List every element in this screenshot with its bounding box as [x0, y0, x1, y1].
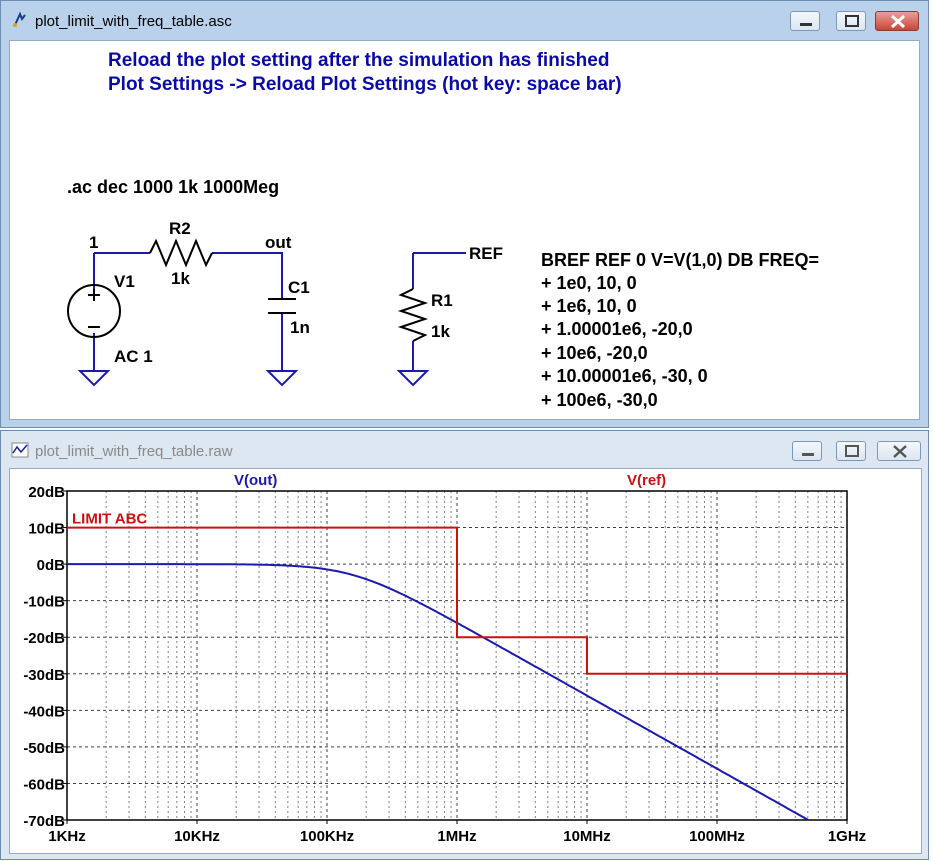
ac-directive[interactable]: .ac dec 1000 1k 1000Meg [67, 177, 279, 197]
c1-capacitor[interactable] [268, 298, 296, 314]
bref-line: + 1e6, 10, 0 [541, 296, 637, 316]
y-tick-label: -40dB [23, 703, 65, 720]
node-label-out: out [265, 233, 292, 252]
maximize-icon [845, 445, 859, 457]
node-label-1: 1 [89, 233, 98, 252]
c1-value: 1n [290, 318, 310, 337]
minimize-icon [800, 23, 812, 26]
y-tick-label: 10dB [28, 521, 65, 538]
schematic-window-title: plot_limit_with_freq_table.asc [35, 13, 232, 30]
close-button[interactable] [877, 441, 921, 461]
ltspice-app-icon [13, 11, 26, 27]
waveform-app-icon [11, 442, 29, 458]
trace-label-vref[interactable]: V(ref) [627, 472, 666, 489]
close-icon [890, 14, 906, 29]
r2-resistor[interactable] [149, 238, 213, 268]
bref-line: + 1e0, 10, 0 [541, 273, 637, 293]
ground-icon [396, 370, 430, 387]
v1-source[interactable] [67, 284, 121, 338]
y-tick-label: 0dB [37, 557, 66, 574]
x-tick-label: 100MHz [689, 828, 745, 845]
maximize-button[interactable] [836, 11, 866, 31]
plot-chart[interactable]: 20dB 10dB 0dB -10dB -20dB -30dB -40dB -50dB -60d… [10, 469, 921, 853]
minimize-button[interactable] [792, 441, 822, 461]
note-line-2: Plot Settings -> Reload Plot Settings (h… [108, 74, 622, 95]
x-tick-label: 100KHz [300, 828, 354, 845]
plot-pane[interactable]: 20dB 10dB 0dB -10dB -20dB -30dB -40dB -50dB -60d… [9, 468, 922, 854]
note-line-1: Reload the plot setting after the simula… [108, 50, 609, 71]
c1-label: C1 [288, 278, 310, 297]
schematic-titlebar[interactable]: plot_limit_with_freq_table.asc [1, 1, 928, 41]
y-tick-label: -30dB [23, 667, 65, 684]
r2-label: R2 [169, 219, 191, 238]
y-tick-label: -60dB [23, 776, 65, 793]
r2-value: 1k [171, 269, 190, 288]
node-label-ref: REF [469, 244, 503, 263]
y-tick-label: -70dB [23, 813, 65, 830]
v1-label: V1 [114, 272, 135, 291]
wires [93, 252, 466, 371]
x-tick-label: 1KHz [48, 828, 86, 845]
close-icon [893, 445, 907, 458]
trace-label-vout[interactable]: V(out) [234, 472, 277, 489]
r1-value: 1k [431, 322, 450, 341]
close-button[interactable] [875, 11, 919, 31]
y-tick-label: -20dB [23, 630, 65, 647]
plot-window: plot_limit_with_freq_table.raw 20dB 10dB 0… [0, 430, 929, 860]
bref-line: + 100e6, -30,0 [541, 390, 658, 410]
v1-value: AC 1 [114, 347, 153, 366]
ground-icon [77, 370, 111, 387]
x-tick-label: 10KHz [174, 828, 220, 845]
y-tick-label: 20dB [28, 484, 65, 501]
x-tick-label: 1GHz [828, 828, 866, 845]
series-line-vout[interactable] [67, 563, 809, 821]
r1-label: R1 [431, 291, 453, 310]
x-tick-label: 1MHz [437, 828, 476, 845]
y-tick-label: -50dB [23, 740, 65, 757]
minimize-icon [802, 453, 814, 456]
schematic-canvas[interactable]: Reload the plot setting after the simula… [9, 40, 920, 420]
bref-line: + 10.00001e6, -30, 0 [541, 366, 708, 386]
y-tick-label: -10dB [23, 594, 65, 611]
maximize-icon [845, 15, 859, 27]
minimize-button[interactable] [790, 11, 820, 31]
series-line-vref[interactable] [67, 526, 847, 675]
bref-line: + 1.00001e6, -20,0 [541, 319, 693, 339]
plot-window-title: plot_limit_with_freq_table.raw [35, 443, 233, 460]
limit-annotation: LIMIT ABC [72, 510, 147, 527]
r1-resistor[interactable] [397, 288, 429, 342]
bref-line: BREF REF 0 V=V(1,0) DB FREQ= [541, 250, 819, 270]
maximize-button[interactable] [836, 441, 866, 461]
bref-line: + 10e6, -20,0 [541, 343, 648, 363]
x-tick-label: 10MHz [563, 828, 611, 845]
schematic-window: plot_limit_with_freq_table.asc Reload th… [0, 0, 929, 428]
plot-titlebar[interactable]: plot_limit_with_freq_table.raw [1, 431, 928, 469]
ground-icon [265, 370, 299, 387]
bref-directive[interactable]: BREF REF 0 V=V(1,0) DB FREQ= + 1e0, 10, … [541, 250, 819, 410]
